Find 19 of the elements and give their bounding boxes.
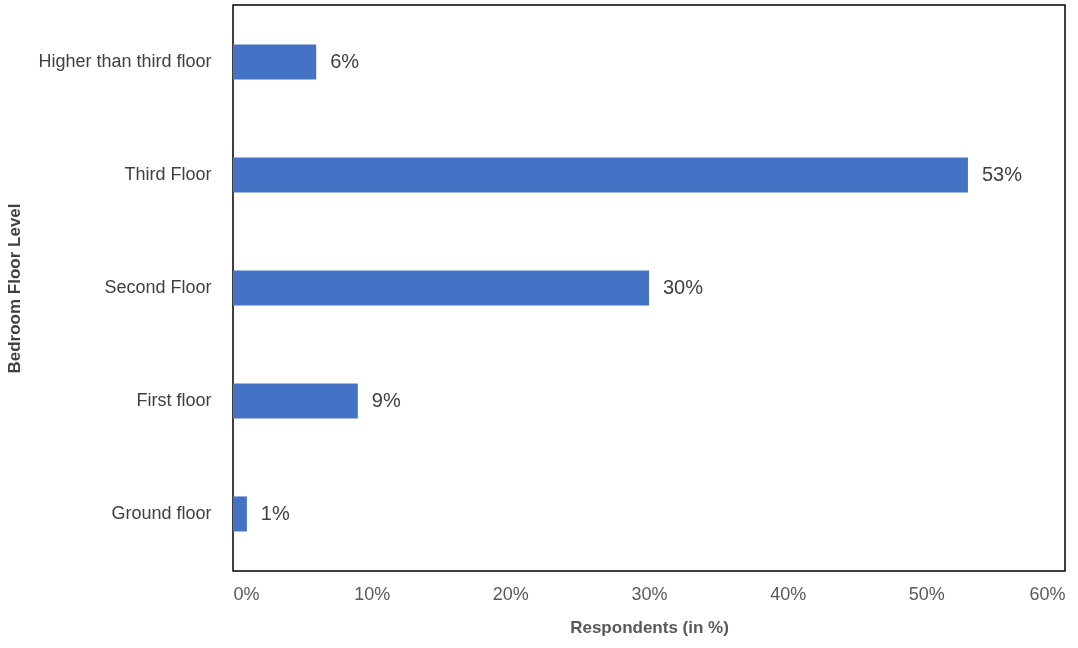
x-tick-label: 0% xyxy=(233,583,260,604)
x-tick-label: 10% xyxy=(354,583,391,604)
x-axis-title: Respondents (in %) xyxy=(570,617,729,637)
y-tick-label: Higher than third floor xyxy=(38,51,212,72)
x-tick-label: 20% xyxy=(492,583,529,604)
y-axis-title: Bedroom Floor Level xyxy=(5,203,25,374)
y-tick-label: Third Floor xyxy=(124,164,212,185)
y-tick-label: Second Floor xyxy=(104,277,212,297)
x-tick-label: 40% xyxy=(770,583,807,604)
x-tick-label: 30% xyxy=(631,583,668,604)
data-label: 30% xyxy=(663,276,704,298)
y-tick-label: First floor xyxy=(136,389,212,410)
data-label: 6% xyxy=(330,50,360,73)
x-tick-label: 50% xyxy=(908,583,945,604)
data-label: 9% xyxy=(371,388,401,411)
data-label: 1% xyxy=(260,501,290,524)
x-tick-label: 60% xyxy=(1029,583,1066,604)
y-tick-label: Ground floor xyxy=(111,502,212,523)
data-label: 53% xyxy=(981,163,1023,186)
